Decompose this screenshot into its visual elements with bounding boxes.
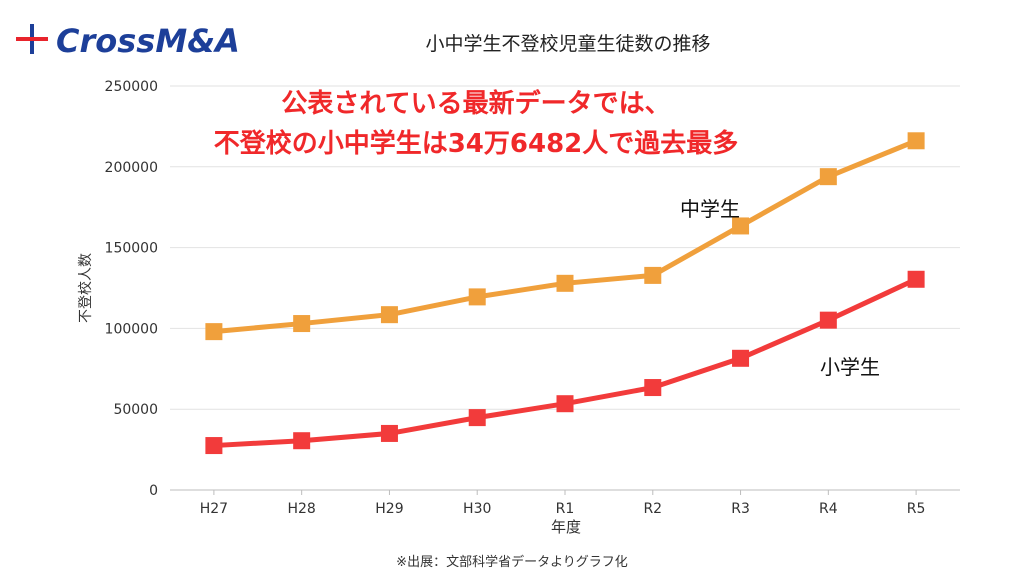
series-line <box>213 277 918 449</box>
brand-logo: CrossM&A <box>16 22 240 60</box>
data-point <box>819 311 837 329</box>
data-point <box>907 270 925 288</box>
x-tick-label: H30 <box>463 501 491 517</box>
x-tick-label: R3 <box>731 501 750 517</box>
x-tick-label: R4 <box>819 501 838 517</box>
series-label-middle-school: 中学生 <box>680 197 740 221</box>
cross-logo-icon <box>16 24 48 54</box>
x-tick-label: R5 <box>907 501 926 517</box>
x-tick-label: H27 <box>200 501 228 517</box>
y-axis-label: 不登校人数 <box>77 253 94 323</box>
source-note: ※出展：文部科学省データよりグラフ化 <box>396 554 628 570</box>
y-tick-labels: 0 50000 100000 150000 200000 250000 <box>105 79 158 499</box>
series-1 <box>205 270 925 455</box>
series-layer <box>205 132 925 455</box>
x-axis-label: 年度 <box>551 518 581 536</box>
x-tick-labels: H27 H28 H29 H30 R1 R2 R3 R4 R5 <box>200 490 926 517</box>
data-point <box>732 349 750 367</box>
series-label-elementary-school: 小学生 <box>820 355 880 379</box>
y-tick-label: 250000 <box>105 79 158 95</box>
y-tick-label: 50000 <box>113 402 158 418</box>
brand-name: CrossM&A <box>56 22 240 60</box>
data-point <box>556 274 574 292</box>
chart-title: 小中学生不登校児童生徒数の推移 <box>425 33 710 55</box>
data-point <box>819 168 837 186</box>
x-tick-label: R1 <box>556 501 575 517</box>
data-point <box>380 424 398 442</box>
y-tick-label: 150000 <box>105 241 158 257</box>
data-point <box>468 409 486 427</box>
data-point <box>644 379 662 397</box>
series-line <box>213 138 918 335</box>
data-point <box>732 217 750 235</box>
data-point <box>205 437 223 455</box>
callout-line-1: 公表されている最新データでは、 <box>281 88 670 119</box>
x-tick-label: H29 <box>375 501 403 517</box>
data-point <box>556 395 574 413</box>
data-point <box>644 266 662 284</box>
data-point <box>468 288 486 306</box>
y-tick-label: 0 <box>149 483 158 499</box>
data-point <box>380 306 398 324</box>
series-0 <box>205 132 925 341</box>
x-tick-label: R2 <box>643 501 662 517</box>
callout-line-2: 不登校の小中学生は34万6482人で過去最多 <box>214 128 739 159</box>
data-point <box>907 132 925 150</box>
x-tick-label: H28 <box>287 501 315 517</box>
data-point <box>293 315 311 333</box>
y-tick-label: 100000 <box>105 321 158 337</box>
data-point <box>293 432 311 450</box>
y-tick-label: 200000 <box>105 160 158 176</box>
data-point <box>205 323 223 341</box>
